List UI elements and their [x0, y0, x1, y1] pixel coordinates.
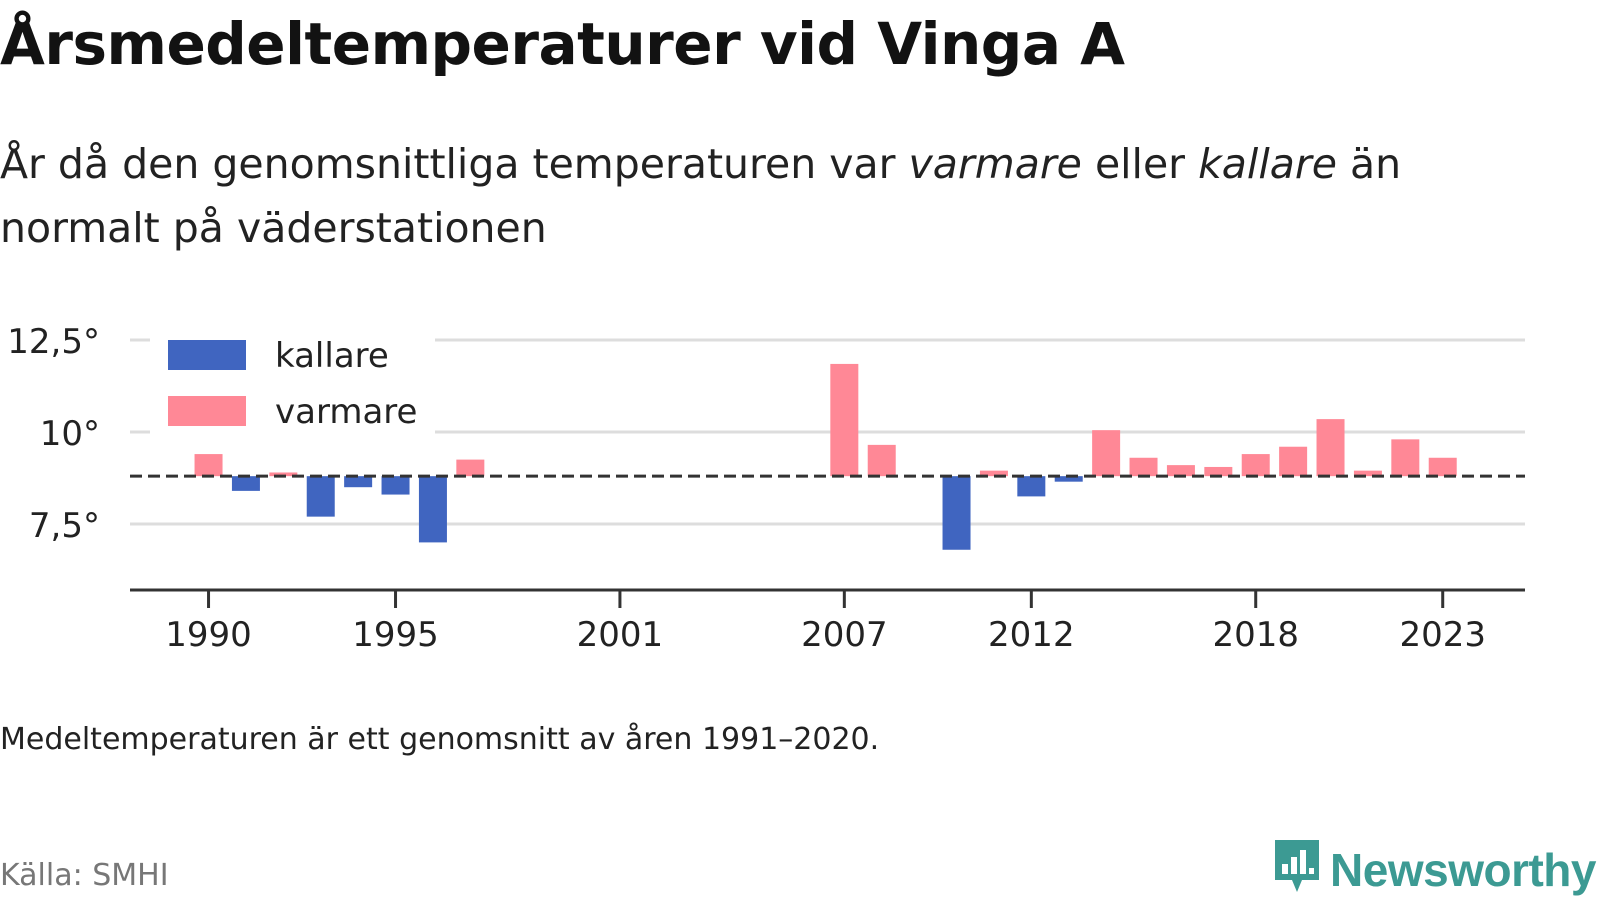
- bar-warmer: [194, 454, 223, 477]
- bar-colder: [344, 476, 373, 488]
- bar-colder: [942, 476, 971, 550]
- bar-colder: [381, 476, 410, 495]
- bar-colder: [231, 476, 260, 491]
- subtitle-text-2: eller: [1081, 140, 1199, 188]
- subtitle-warm-word: varmare: [908, 140, 1082, 188]
- subtitle-text-3: än normalt på väderstationen: [0, 140, 1402, 252]
- x-tick-label: 2001: [577, 615, 664, 655]
- legend-label-warmer: varmare: [275, 392, 417, 432]
- bar-colder: [306, 476, 335, 517]
- bar-warmer: [979, 470, 1008, 477]
- grid-layer: 7,5° 10° 12,5°: [7, 322, 1525, 546]
- bar-warmer: [1279, 446, 1308, 477]
- newsworthy-logo-icon: [1272, 838, 1322, 902]
- bar-warmer: [1129, 457, 1158, 477]
- bar-colder: [1054, 476, 1083, 482]
- axis-layer: 1990 1995 2001 2007 2012 2018 2023: [130, 588, 1525, 655]
- bar-warmer: [867, 444, 896, 477]
- bar-warmer: [1316, 419, 1345, 477]
- bar-warmer: [1204, 466, 1233, 477]
- y-tick-label: 7,5°: [29, 506, 100, 546]
- brand-name: Newsworthy: [1330, 844, 1596, 896]
- bar-warmer: [1241, 454, 1270, 477]
- legend-label-colder: kallare: [275, 336, 389, 376]
- x-tick-label: 2012: [988, 615, 1075, 655]
- bar-warmer: [456, 459, 485, 477]
- bar-warmer: [1353, 470, 1382, 477]
- chart-subtitle: År då den genomsnittliga temperaturen va…: [0, 132, 1540, 260]
- bar-warmer: [1092, 430, 1121, 477]
- bar-warmer: [1166, 465, 1195, 477]
- chart-title: Årsmedeltemperaturer vid Vinga A: [0, 10, 1125, 78]
- x-tick-label: 2018: [1212, 615, 1299, 655]
- x-tick-label: 1990: [165, 615, 252, 655]
- bar-colder: [1017, 476, 1046, 497]
- y-tick-label: 12,5°: [7, 322, 100, 362]
- bar-warmer: [1428, 457, 1457, 477]
- temperature-bar-chart: 7,5° 10° 12,5° 1990 1995 2001 2007 2012 2018 202…: [7, 318, 1525, 655]
- source-label: Källa: SMHI: [0, 858, 169, 893]
- x-tick-label: 1995: [352, 615, 439, 655]
- footnote: Medeltemperaturen är ett genomsnitt av å…: [0, 722, 880, 757]
- x-tick-label: 2007: [801, 615, 888, 655]
- x-tick-label: 2023: [1399, 615, 1486, 655]
- bar-warmer: [269, 472, 298, 477]
- bar-warmer: [1391, 439, 1420, 477]
- subtitle-text-1: År då den genomsnittliga temperaturen va…: [0, 140, 909, 188]
- y-tick-label: 10°: [40, 414, 100, 454]
- bar-colder: [418, 476, 447, 543]
- legend-swatch-colder: [168, 340, 246, 370]
- bar-warmer: [830, 363, 859, 477]
- bar-layer: [130, 363, 1525, 550]
- legend: kallare varmare: [150, 318, 435, 440]
- legend-swatch-warmer: [168, 396, 246, 426]
- brand: Newsworthy: [1272, 838, 1596, 902]
- subtitle-cold-word: kallare: [1198, 140, 1337, 188]
